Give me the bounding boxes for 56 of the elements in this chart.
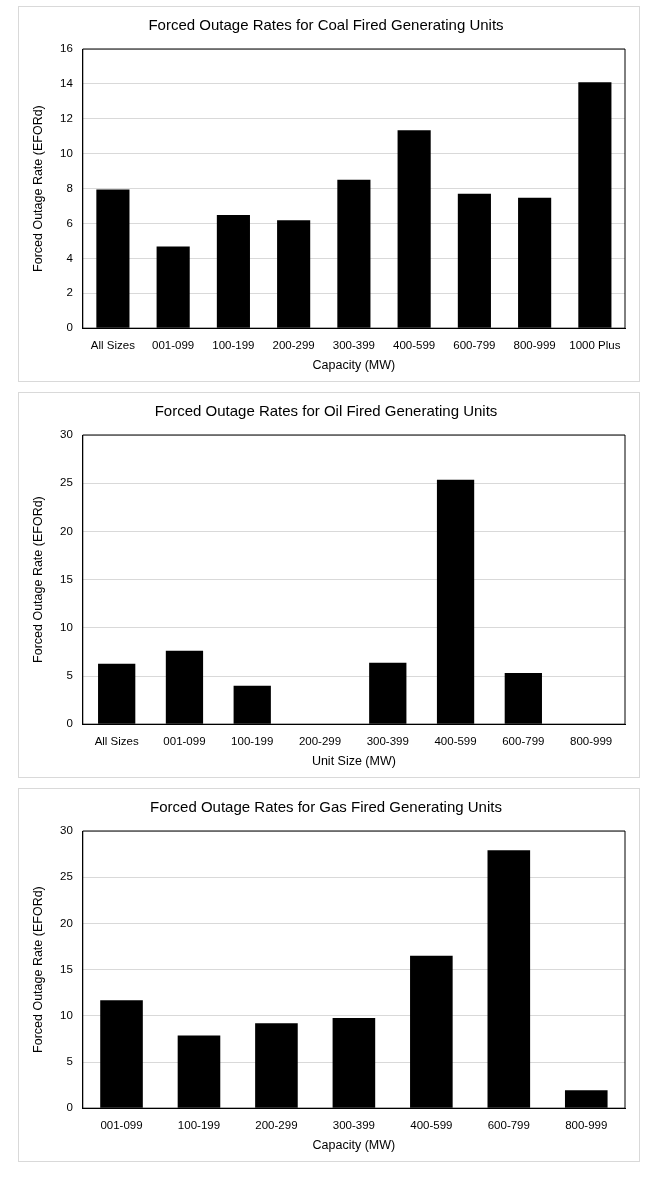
x-tick-label: 400-599	[434, 735, 477, 748]
x-tick-label: 800-999	[570, 735, 613, 748]
x-tick-label: 100-199	[231, 735, 274, 748]
x-tick-label: 400-599	[393, 339, 436, 352]
y-tick-label: 0	[66, 1101, 73, 1114]
x-axis-title: Capacity (MW)	[312, 1137, 396, 1152]
x-tick-label: 600-799	[453, 339, 496, 352]
y-tick-label: 12	[59, 111, 73, 124]
x-tick-label: 200-299	[272, 339, 315, 352]
y-tick-label: 5	[66, 669, 73, 682]
y-axis-title: Forced Outage Rate (EFORd)	[30, 496, 45, 663]
y-tick-label: 15	[59, 572, 73, 585]
x-tick-label: 001-099	[100, 1119, 143, 1132]
x-tick-label: 200-299	[298, 735, 342, 748]
x-tick-label: 800-999	[565, 1119, 608, 1132]
x-tick-label: 400-599	[410, 1119, 453, 1132]
y-tick-label: 25	[59, 476, 73, 489]
x-tick-label: 001-099	[152, 339, 195, 352]
x-tick-label: 001-099	[163, 735, 206, 748]
y-tick-label: 20	[59, 524, 73, 537]
x-axis-title: Capacity (MW)	[312, 357, 396, 372]
x-tick-label: All Sizes	[94, 735, 139, 748]
y-tick-label: 6	[66, 216, 73, 229]
x-tick-label: 300-399	[332, 1119, 376, 1132]
y-tick-label: 4	[66, 251, 74, 264]
y-tick-label: 0	[66, 321, 73, 334]
y-tick-label: 14	[59, 77, 74, 90]
y-tick-label: 10	[59, 146, 73, 159]
x-tick-label: All Sizes	[90, 339, 136, 352]
y-tick-label: 8	[66, 181, 73, 194]
y-tick-label: 5	[66, 1055, 73, 1068]
x-tick-label: 300-399	[332, 339, 376, 352]
y-tick-label: 30	[59, 824, 73, 837]
y-tick-label: 10	[59, 620, 73, 633]
y-axis-title: Forced Outage Rate (EFORd)	[30, 886, 45, 1053]
x-tick-label: 100-199	[212, 339, 255, 352]
y-tick-label: 0	[66, 717, 73, 730]
y-tick-label: 20	[59, 916, 73, 929]
y-tick-label: 2	[66, 286, 73, 299]
chart-title: Forced Outage Rates for Gas Fired Generating Units	[150, 798, 502, 816]
chart-title: Forced Outage Rates for Coal Fired Generating Units	[148, 16, 504, 34]
x-tick-label: 200-299	[255, 1119, 298, 1132]
x-tick-label: 800-999	[513, 339, 556, 352]
x-tick-label: 100-199	[177, 1119, 221, 1132]
chart-title: Forced Outage Rates for Oil Fired Generating Units	[154, 402, 498, 420]
y-tick-label: 30	[59, 428, 73, 441]
y-axis-title: Forced Outage Rate (EFORd)	[30, 105, 45, 272]
x-tick-label: 600-799	[502, 735, 545, 748]
y-tick-label: 15	[59, 962, 73, 975]
x-axis-title: Unit Size (MW)	[311, 753, 396, 768]
y-tick-label: 16	[59, 42, 73, 55]
x-tick-label: 300-399	[366, 735, 409, 748]
y-tick-label: 25	[59, 870, 73, 883]
y-tick-label: 10	[59, 1008, 73, 1021]
x-tick-label: 1000 Plus	[569, 339, 621, 352]
x-tick-label: 600-799	[487, 1119, 530, 1132]
